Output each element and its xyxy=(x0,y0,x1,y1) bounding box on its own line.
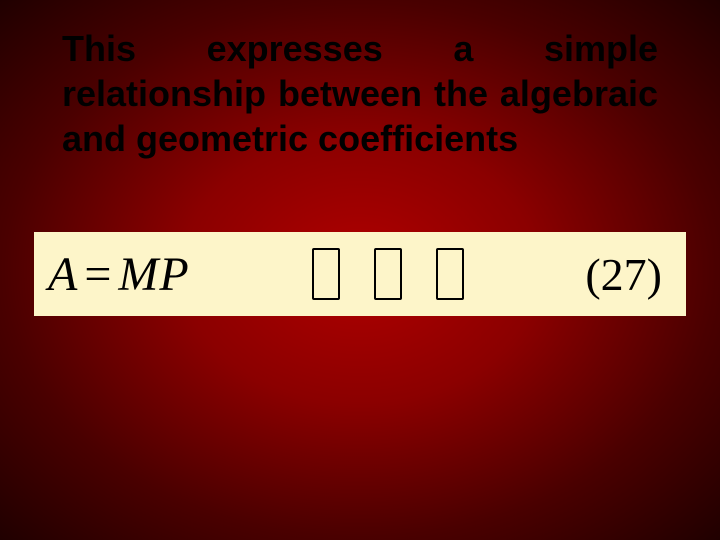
equation-placeholder-glyphs xyxy=(190,248,586,300)
equation-expression: A=MP xyxy=(48,247,190,302)
glyph-box xyxy=(436,248,464,300)
equation-box: A=MP (27) xyxy=(34,232,686,316)
slide-main-text: This expresses a simple relationship bet… xyxy=(62,26,658,161)
equation-lhs: A xyxy=(48,248,78,301)
glyph-box xyxy=(312,248,340,300)
glyph-box xyxy=(374,248,402,300)
equation-rhs: MP xyxy=(118,248,189,301)
equation-eq-sign: = xyxy=(84,248,112,301)
equation-number: (27) xyxy=(585,248,662,301)
